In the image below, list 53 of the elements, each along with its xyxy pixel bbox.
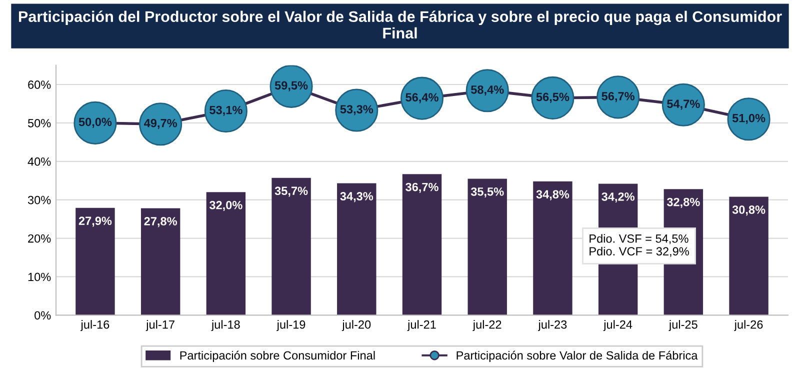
x-tick-label: jul-26 (734, 320, 763, 332)
x-tick-label: jul-18 (211, 320, 240, 332)
data-label: 54,7% (667, 100, 700, 110)
data-label: 27,8% (144, 217, 177, 228)
y-tick-label: 20% (28, 234, 51, 243)
x-tick-label: jul-17 (146, 320, 174, 332)
data-label: 56,4% (406, 93, 438, 104)
data-label: 51,0% (732, 114, 766, 124)
bar (402, 174, 442, 316)
bar (533, 181, 572, 316)
data-label: 36,7% (406, 182, 438, 193)
data-label: 35,5% (470, 187, 504, 198)
bar (206, 192, 246, 316)
x-tick-label: jul-22 (472, 320, 502, 332)
x-tick-label: jul-25 (668, 320, 698, 332)
data-label: 59,5% (274, 81, 308, 92)
data-label: 34,8% (536, 190, 570, 200)
y-tick-label: 60% (28, 80, 51, 89)
x-tick-label: jul-20 (342, 320, 371, 332)
y-tick-label: 30% (28, 196, 51, 204)
data-label: 30,8% (732, 206, 766, 216)
bar (76, 208, 115, 316)
legend-label: Participación sobre Consumidor Final (180, 350, 375, 362)
x-tick-label: jul-19 (276, 320, 306, 332)
legend-label: Participación sobre Valor de Salida de Fábrica (456, 350, 698, 362)
data-label: 53,3% (340, 105, 374, 116)
annotation: Pdio. VSF = 54,5% Pdio. VCF = 32,9% (590, 234, 689, 257)
data-label: 27,9% (78, 216, 112, 227)
bar (272, 178, 311, 316)
data-label: 34,2% (602, 192, 634, 203)
y-tick-label: 40% (28, 157, 51, 166)
x-tick-label: jul-23 (538, 320, 567, 332)
bar (729, 196, 768, 316)
data-label: 53,1% (210, 106, 242, 116)
data-label: 56,5% (536, 92, 570, 103)
data-label: 32,0% (209, 200, 242, 211)
data-label: 58,4% (470, 85, 504, 96)
y-tick-label: 10% (28, 272, 51, 282)
x-tick-label: jul-16 (80, 320, 110, 332)
data-label: 49,7% (144, 118, 177, 129)
y-tick-label: 0% (34, 311, 51, 320)
chart-title: Participación del Productor sobre el Valor de Salida de Fábrica y sobre el precio que paga el Consumidor Final (18, 10, 782, 39)
data-label: 34,3% (340, 192, 374, 202)
data-label: 32,8% (666, 198, 700, 208)
x-tick-label: jul-21 (407, 320, 436, 332)
bar (337, 183, 376, 316)
data-label: 50,0% (78, 118, 112, 128)
data-label: 35,7% (274, 186, 308, 197)
y-tick-label: 50% (28, 118, 51, 128)
bar (140, 208, 180, 316)
bar (468, 178, 507, 316)
x-tick-label: jul-24 (603, 320, 632, 332)
data-label: 56,7% (602, 92, 634, 102)
